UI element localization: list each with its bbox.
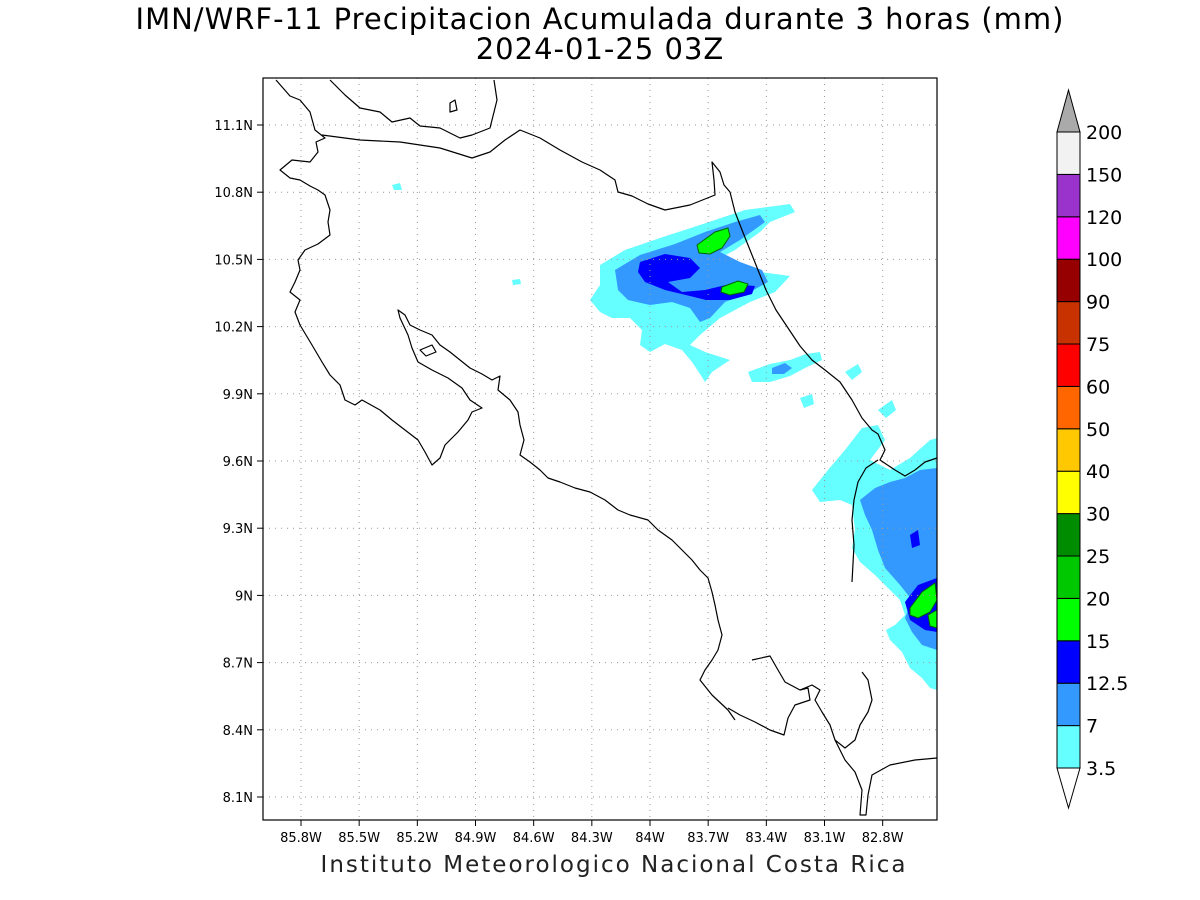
colorbar-swatch (1056, 428, 1081, 472)
lat-tick-label: 8.7N (223, 657, 253, 672)
colorbar-swatch (1056, 131, 1081, 175)
precip-7-patch (772, 363, 792, 374)
lat-tick-label: 8.1N (223, 791, 253, 806)
precip-3p5-patch (392, 183, 402, 190)
colorbar-label: 40 (1086, 461, 1110, 483)
precip-3p5-patch (512, 279, 521, 285)
colorbar-label: 120 (1086, 207, 1122, 229)
island (419, 344, 437, 357)
lon-tick-label: 84.3W (571, 831, 613, 846)
longitude-axis: 85.8W 85.5W 85.2W 84.9W 84.6W 84.3W 84W 83.7W 83… (280, 820, 904, 846)
pacific-coast (275, 79, 736, 721)
latitude-axis: 11.1N 10.8N 10.5N 10.2N 9.9N 9.6N 9.3N 9N 8.7N 8.… (214, 119, 263, 806)
osa-peninsula (727, 655, 811, 736)
precipitation-fields (392, 183, 938, 690)
lon-tick-label: 83.4W (745, 831, 787, 846)
colorbar-label: 3.5 (1086, 758, 1116, 780)
colorbar-arrow-max (1056, 88, 1081, 133)
lon-tick-label: 84.9W (455, 831, 497, 846)
lat-tick-label: 8.4N (223, 724, 253, 739)
lon-tick-label: 83.1W (804, 831, 846, 846)
map-grid (263, 78, 937, 820)
colorbar-label: 7 (1086, 716, 1098, 738)
footer-credit: Instituto Meteorologico Nacional Costa R… (320, 852, 908, 878)
colorbar-label: 20 (1086, 588, 1110, 610)
lon-tick-label: 85.2W (396, 831, 438, 846)
colorbar-swatch (1056, 470, 1081, 515)
colorbar-label: 50 (1086, 419, 1110, 441)
colorbar-swatch (1056, 555, 1081, 599)
colorbar-swatch (1056, 173, 1081, 218)
precipitation-colorbar: 3.5 7 12.5 15 20 25 30 40 50 60 75 90 100 120 150 200 (1056, 88, 1128, 810)
lat-tick-label: 9N (235, 589, 253, 604)
map-title: IMN/WRF-11 Precipitacion Acumulada duran… (135, 2, 1065, 36)
precip-3p5-patch (845, 364, 862, 380)
colorbar-label: 150 (1086, 164, 1122, 186)
lon-tick-label: 82.8W (862, 831, 904, 846)
panama-border (851, 459, 879, 583)
precip-3p5-patch (878, 400, 896, 418)
colorbar-label: 75 (1086, 334, 1110, 356)
map-subtitle: 2024-01-25 03Z (475, 32, 725, 66)
coastlines (275, 79, 938, 816)
lat-tick-label: 9.6N (223, 455, 253, 470)
colorbar-label: 200 (1086, 122, 1122, 144)
caribbean-coast (729, 191, 938, 477)
golfo-dulce (799, 671, 873, 749)
lat-tick-label: 10.5N (214, 253, 253, 268)
northern-border (321, 129, 731, 211)
lon-tick-label: 84W (635, 831, 665, 846)
colorbar-label: 100 (1086, 249, 1122, 271)
colorbar-swatch (1056, 301, 1081, 345)
colorbar-swatch (1056, 597, 1081, 642)
colorbar-swatch (1056, 725, 1081, 769)
colorbar-swatch (1056, 216, 1081, 260)
precip-3p5-patch (800, 394, 814, 408)
burica-peninsula (834, 739, 938, 816)
precip-15-north-a (696, 227, 731, 255)
map-frame (262, 77, 938, 821)
lat-tick-label: 10.8N (214, 186, 253, 201)
colorbar-arrow-min (1056, 767, 1081, 810)
precip-12p5-patch (910, 530, 920, 548)
colorbar-label: 30 (1086, 504, 1110, 526)
colorbar-label: 15 (1086, 631, 1110, 653)
colorbar-swatch (1056, 258, 1081, 303)
colorbar-swatch (1056, 682, 1081, 727)
colorbar-swatch (1056, 343, 1081, 387)
lake-shore (329, 79, 498, 139)
lon-tick-label: 84.6W (513, 831, 555, 846)
colorbar-label: 90 (1086, 292, 1110, 314)
lat-tick-label: 9.9N (223, 388, 253, 403)
lat-tick-label: 9.3N (223, 522, 253, 537)
island (449, 99, 458, 113)
precip-15-southeast (909, 582, 938, 619)
lat-tick-label: 10.2N (214, 321, 253, 336)
lon-tick-label: 85.8W (280, 831, 322, 846)
colorbar-swatch (1056, 385, 1081, 430)
colorbar-swatch (1056, 513, 1081, 557)
lon-tick-label: 85.5W (338, 831, 380, 846)
colorbar-label: 25 (1086, 546, 1110, 568)
colorbar-label: 12.5 (1086, 673, 1128, 695)
precip-15-north-b (720, 280, 749, 296)
colorbar-label: 60 (1086, 376, 1110, 398)
colorbar-swatch (1056, 640, 1081, 684)
lon-tick-label: 83.7W (687, 831, 729, 846)
lat-tick-label: 11.1N (214, 119, 253, 134)
